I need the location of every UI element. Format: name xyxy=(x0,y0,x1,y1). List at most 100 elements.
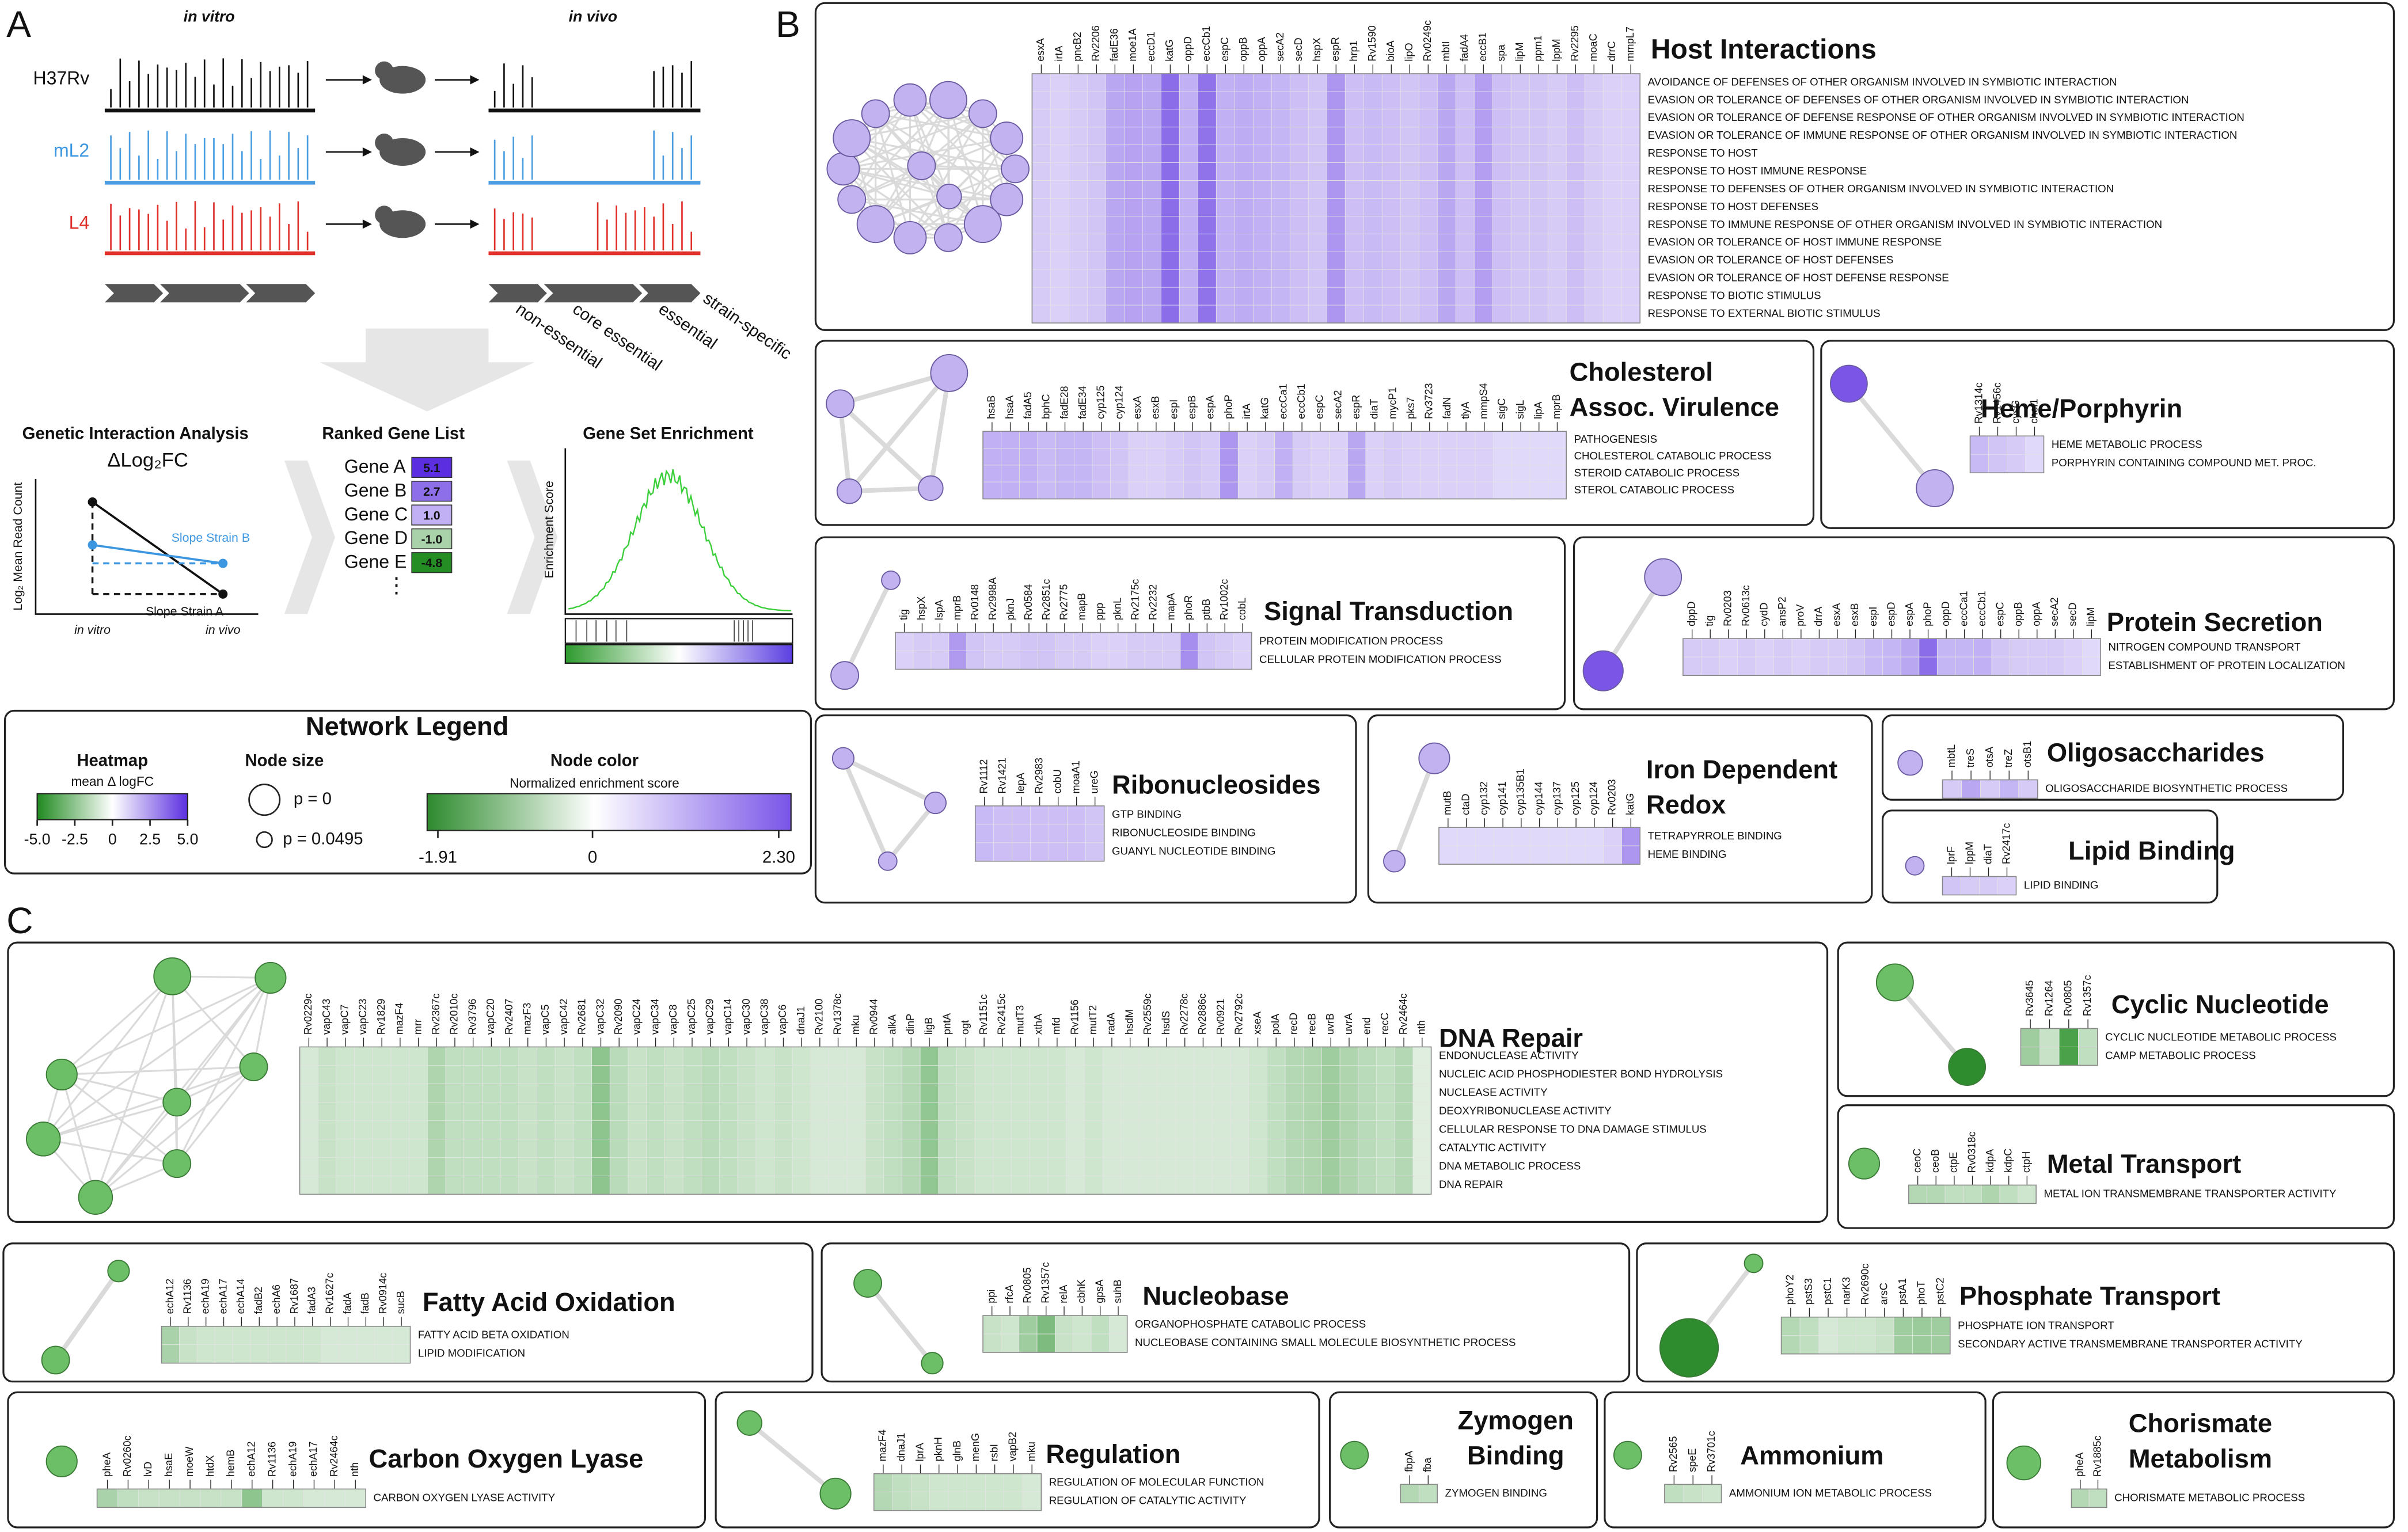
heatmap-cell xyxy=(1047,1084,1067,1103)
heatmap-cell xyxy=(1621,287,1640,306)
heatmap-cell xyxy=(1123,91,1143,110)
heatmap-cell xyxy=(573,1065,592,1084)
set-title: Cyclic Nucleotide xyxy=(2111,990,2329,1019)
heatmap-cell xyxy=(1234,251,1254,270)
heatmap-cell xyxy=(1252,73,1272,92)
heatmap-cell xyxy=(1216,269,1235,288)
gene-label: ptbB xyxy=(1201,599,1212,620)
heatmap-cell xyxy=(344,1488,366,1508)
heatmap-cell xyxy=(1412,1120,1432,1139)
heatmap-cell xyxy=(1289,145,1309,164)
gene-label: lppM xyxy=(1963,842,1975,864)
heatmap-cell xyxy=(1019,1333,1038,1353)
heatmap-cell xyxy=(1102,1139,1122,1158)
heatmap-cell xyxy=(1055,431,1074,448)
heatmap-cell xyxy=(1303,1047,1322,1066)
heatmap-cell xyxy=(1308,109,1327,128)
heatmap-cell xyxy=(1004,1473,1023,1493)
gene-label: oppB xyxy=(1237,37,1249,61)
heatmap-cell xyxy=(1344,109,1364,128)
heatmap-cell xyxy=(1329,481,1348,499)
heatmap-cell xyxy=(1055,448,1074,466)
heatmap-cell xyxy=(214,1344,233,1364)
gene-label: pknH xyxy=(933,1437,944,1461)
heatmap-cell xyxy=(409,1157,428,1176)
heatmap-cell xyxy=(1031,91,1051,110)
heatmap-cell xyxy=(1123,145,1143,164)
heatmap-cell xyxy=(1358,1102,1377,1121)
heatmap-cell xyxy=(1475,845,1494,865)
heatmap-cell xyxy=(846,1157,866,1176)
heatmap-cell xyxy=(1492,287,1511,306)
heatmap-cell xyxy=(1828,656,1847,676)
network-node xyxy=(1644,558,1682,596)
gene-label: phoP xyxy=(1222,395,1234,419)
heatmap-cell xyxy=(1942,876,1961,895)
heatmap-cell xyxy=(1376,1047,1395,1066)
heatmap-cell xyxy=(1050,287,1069,306)
heatmap-cell xyxy=(1102,1047,1122,1066)
heatmap-cell xyxy=(829,1065,848,1084)
heatmap-cell xyxy=(390,1120,410,1139)
network-node xyxy=(878,851,898,871)
heatmap-cell xyxy=(1211,1065,1231,1084)
section-title: Ranked Gene List xyxy=(322,424,465,443)
heatmap-cell xyxy=(810,1157,830,1176)
heatmap-cell xyxy=(1157,1065,1176,1084)
heatmap-cell xyxy=(1584,305,1604,324)
heatmap-cell xyxy=(1980,780,2000,799)
heatmap-cell xyxy=(1274,481,1293,499)
heatmap-cell xyxy=(1050,251,1069,270)
heatmap-cell xyxy=(1211,1084,1231,1103)
heatmap-cell xyxy=(321,1326,340,1345)
heatmap-cell xyxy=(268,1326,286,1345)
heatmap-cell xyxy=(1266,1157,1286,1176)
heatmap-cell xyxy=(1194,1157,1213,1176)
heatmap-frame xyxy=(873,1473,1042,1511)
heatmap-cell xyxy=(1418,251,1438,270)
heatmap-cell xyxy=(1944,1185,1964,1204)
heatmap-cell xyxy=(682,1047,702,1066)
heatmap-cell xyxy=(1087,145,1106,164)
heatmap-cell xyxy=(948,1492,967,1511)
heatmap-cell xyxy=(1216,91,1235,110)
gene-label: Rv1590 xyxy=(1366,25,1378,61)
heatmap-cell xyxy=(1165,481,1184,499)
heatmap-cell xyxy=(1271,162,1290,181)
heatmap-cell xyxy=(1529,431,1548,448)
heatmap-cell xyxy=(1175,1102,1194,1121)
heatmap-cell xyxy=(1175,1047,1194,1066)
heatmap-cell xyxy=(1963,1185,1982,1204)
heatmap-cell xyxy=(902,1139,921,1158)
heatmap-cell xyxy=(883,1120,902,1139)
gene-label: cobU xyxy=(1051,769,1063,793)
arrowhead xyxy=(362,147,372,157)
rank-cell xyxy=(411,504,453,526)
heatmap-cell xyxy=(1529,180,1548,199)
heatmap-cell xyxy=(1183,431,1202,448)
heatmap-cell xyxy=(1084,1102,1103,1121)
heatmap-cell xyxy=(1339,1084,1359,1103)
gene-label: pheA xyxy=(101,1452,112,1477)
heatmap-cell xyxy=(1400,216,1419,234)
heatmap-cell xyxy=(1066,1102,1085,1121)
heatmap-cell xyxy=(409,1139,428,1158)
heatmap-frame xyxy=(1438,827,1641,865)
term-label: LIPID BINDING xyxy=(2024,879,2099,891)
network-edge xyxy=(61,1073,177,1103)
heatmap-cell xyxy=(1084,1157,1103,1176)
heatmap-cell xyxy=(1233,651,1252,670)
gene-label: end xyxy=(1361,1017,1372,1035)
heatmap-cell xyxy=(1529,73,1548,92)
heatmap-cell xyxy=(1308,145,1327,164)
heatmap-cell xyxy=(518,1176,537,1195)
heatmap-cell xyxy=(1197,145,1217,164)
heatmap-cell xyxy=(1175,1139,1194,1158)
heatmap-cell xyxy=(902,1157,921,1176)
heatmap-cell xyxy=(1437,145,1456,164)
heatmap-cell xyxy=(1256,465,1275,482)
heatmap-cell xyxy=(1157,1120,1176,1139)
term-label: CHOLESTEROL CATABOLIC PROCESS xyxy=(1574,450,1772,462)
